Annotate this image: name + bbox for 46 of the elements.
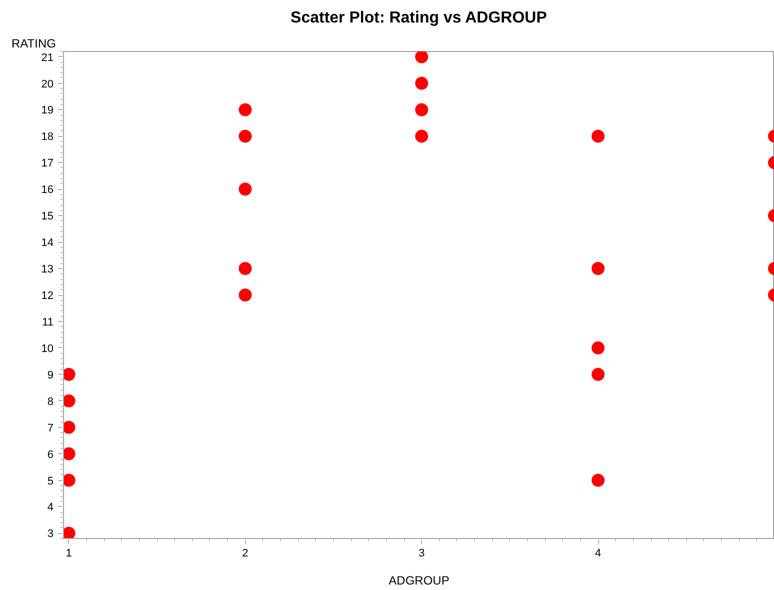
point: [592, 130, 605, 143]
point: [592, 262, 605, 276]
y-tick-label: 10: [41, 342, 54, 355]
point: [238, 262, 252, 276]
point: [415, 52, 428, 64]
point: [415, 130, 428, 143]
y-tick-label: 6: [47, 448, 54, 461]
y-tick-label: 9: [47, 369, 54, 382]
y-tick-label: 13: [41, 264, 54, 276]
x-tick-label: 4: [595, 548, 602, 560]
y-tick-label: 16: [41, 184, 54, 196]
y-tick-label: 12: [41, 290, 54, 302]
point: [592, 474, 605, 487]
y-tick-label: 8: [47, 396, 54, 408]
y-tick-label: 14: [41, 237, 54, 250]
point: [415, 76, 428, 90]
point: [64, 526, 76, 538]
point: [64, 420, 76, 434]
y-tick-label: 11: [42, 316, 54, 328]
y-tick-label: 15: [41, 210, 54, 223]
x-tick-label: 1: [66, 548, 72, 560]
point: [415, 103, 428, 116]
point: [238, 130, 252, 143]
y-tick-label: 5: [47, 475, 54, 488]
point: [238, 103, 252, 116]
x-tick-label: 3: [418, 548, 425, 560]
x-axis-title: ADGROUP: [388, 574, 450, 588]
y-axis-title: RATING: [12, 36, 56, 50]
chart-title: Scatter Plot: Rating vs ADGROUP: [290, 10, 548, 26]
y-tick-label: 17: [41, 158, 54, 170]
y-tick-label: 3: [47, 528, 54, 540]
y-tick-label: 7: [47, 422, 54, 434]
point: [64, 447, 76, 460]
point: [238, 288, 252, 302]
point: [64, 368, 76, 381]
y-tick-label: 4: [47, 502, 54, 514]
x-tick-label: 2: [242, 548, 248, 560]
y-tick-label: 21: [41, 52, 54, 64]
point: [592, 341, 605, 354]
point: [238, 182, 252, 196]
point: [64, 474, 76, 487]
y-tick-label: 19: [41, 104, 54, 117]
y-tick-label: 20: [41, 78, 54, 90]
point: [592, 368, 605, 381]
y-tick-label: 18: [41, 131, 54, 144]
point: [64, 394, 76, 408]
